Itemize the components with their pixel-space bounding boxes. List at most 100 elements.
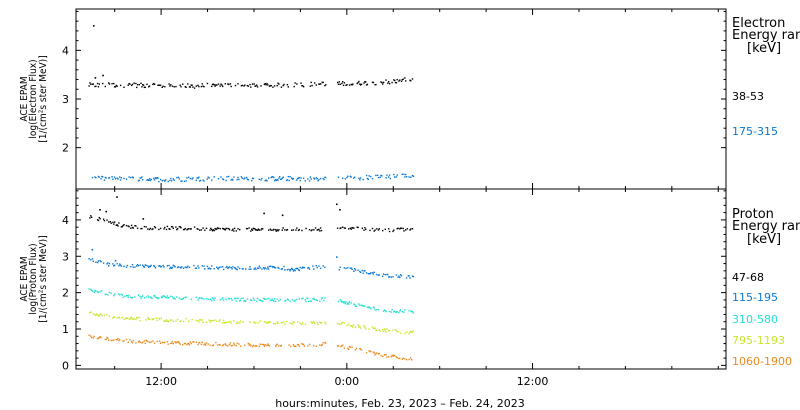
data-point	[187, 265, 189, 267]
data-point	[131, 342, 134, 344]
data-point	[245, 268, 247, 270]
data-point	[237, 176, 239, 179]
data-point	[319, 322, 322, 324]
data-point	[149, 179, 152, 182]
data-point	[102, 176, 104, 178]
electron-ytick-label: 4	[62, 44, 69, 57]
data-point	[341, 345, 343, 347]
electron-ylabel-line-2: log(Electron Flux)	[28, 59, 39, 138]
data-point	[273, 228, 275, 231]
data-point	[307, 178, 309, 180]
data-point	[105, 177, 107, 179]
data-point	[180, 227, 182, 229]
data-point	[348, 301, 351, 303]
data-point	[395, 356, 398, 358]
data-point	[197, 84, 199, 87]
data-point	[301, 343, 303, 345]
data-point	[101, 175, 103, 178]
data-point	[352, 227, 354, 229]
data-point	[198, 321, 200, 323]
data-point	[214, 85, 216, 87]
data-point	[319, 83, 321, 85]
data-point	[228, 228, 231, 231]
data-point	[405, 277, 408, 279]
data-point	[131, 226, 134, 229]
data-point	[230, 179, 232, 181]
data-point	[372, 327, 375, 329]
data-point	[363, 305, 365, 307]
data-point	[186, 177, 188, 179]
data-point	[226, 176, 228, 178]
data-point	[218, 266, 220, 268]
data-point	[136, 84, 139, 86]
data-point	[302, 266, 304, 268]
data-point	[125, 266, 128, 268]
data-point	[101, 290, 103, 292]
data-point	[313, 297, 315, 300]
data-point	[316, 299, 318, 302]
data-point	[170, 84, 172, 86]
data-point	[262, 267, 265, 269]
data-point	[216, 227, 219, 229]
data-point	[355, 305, 358, 307]
data-point	[218, 343, 220, 346]
data-point	[130, 340, 133, 343]
data-point	[224, 322, 226, 324]
data-point	[185, 266, 187, 269]
data-point	[107, 294, 109, 296]
data-point	[157, 177, 159, 179]
data-point	[142, 264, 144, 266]
data-point	[239, 320, 242, 322]
data-point	[322, 177, 324, 180]
data-point	[205, 321, 208, 323]
data-point	[92, 260, 94, 262]
data-point	[243, 85, 245, 87]
data-point	[103, 179, 106, 181]
data-point	[130, 227, 132, 229]
data-point	[313, 229, 315, 231]
data-point	[244, 177, 246, 179]
data-point	[277, 179, 279, 181]
data-point	[165, 297, 168, 299]
data-point	[100, 261, 102, 263]
data-point	[193, 226, 196, 228]
data-point	[136, 316, 138, 319]
data-point	[399, 309, 402, 311]
data-point	[166, 341, 169, 343]
data-point	[302, 322, 304, 324]
data-point	[264, 298, 266, 300]
data-point	[251, 229, 254, 231]
data-point	[281, 177, 283, 179]
data-point	[361, 227, 363, 229]
data-point	[292, 270, 295, 272]
data-point	[193, 341, 195, 343]
data-point	[395, 274, 398, 276]
data-point	[270, 299, 272, 302]
data-point	[282, 84, 284, 87]
data-point	[153, 342, 156, 344]
data-point	[122, 340, 124, 342]
data-point	[372, 273, 375, 275]
data-point	[388, 81, 390, 83]
data-point	[141, 176, 143, 178]
data-point	[256, 86, 259, 88]
data-point	[178, 342, 180, 344]
data-point	[287, 86, 289, 88]
data-point	[254, 345, 256, 347]
data-point	[310, 229, 312, 232]
data-point	[319, 230, 321, 232]
data-point	[373, 230, 375, 232]
data-point	[322, 81, 324, 84]
data-point	[162, 264, 164, 267]
data-point	[238, 178, 240, 181]
data-point	[410, 330, 412, 333]
data-point	[268, 321, 271, 323]
data-point	[176, 318, 179, 321]
data-point	[108, 82, 110, 84]
data-point	[99, 313, 101, 315]
data-point	[352, 83, 354, 85]
data-point	[108, 262, 111, 265]
data-point	[291, 323, 294, 325]
data-point	[310, 178, 312, 180]
data-point	[350, 267, 352, 269]
